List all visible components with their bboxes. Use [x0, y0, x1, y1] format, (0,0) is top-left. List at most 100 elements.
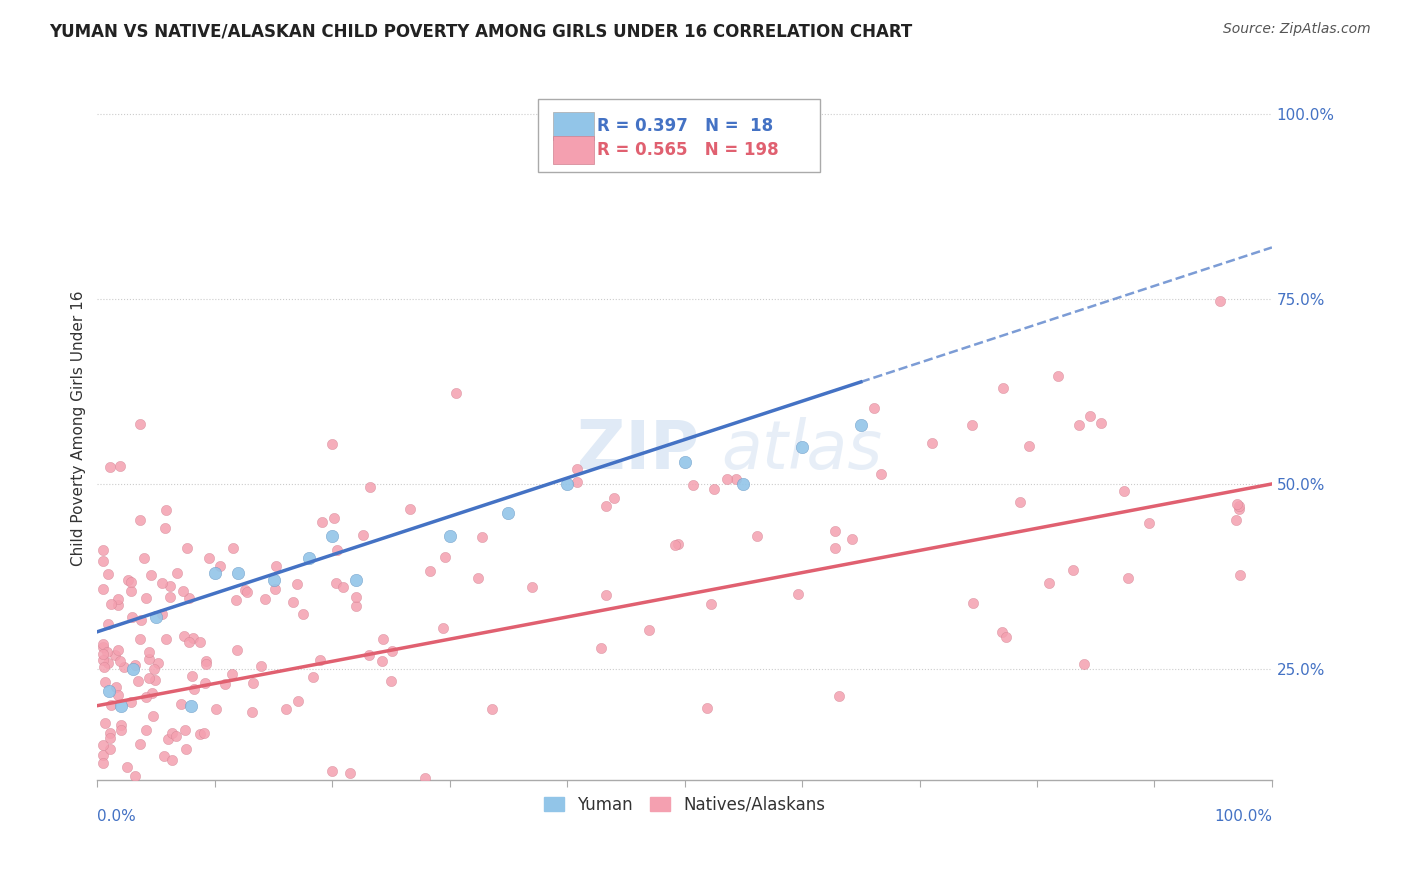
Point — [193, 726, 215, 740]
Point — [97, 566, 120, 581]
Point — [170, 697, 193, 711]
Point — [188, 727, 211, 741]
Point — [181, 631, 204, 645]
Point — [98, 684, 121, 698]
Point — [108, 809, 131, 823]
Point — [91, 582, 114, 596]
Point — [177, 635, 200, 649]
Point — [824, 524, 846, 538]
Point — [263, 573, 285, 587]
Point — [94, 674, 117, 689]
Text: R = 0.565   N = 198: R = 0.565 N = 198 — [596, 141, 778, 159]
Point — [110, 723, 132, 738]
Point — [828, 689, 851, 703]
Point — [1062, 563, 1084, 577]
Point — [1018, 439, 1040, 453]
Point — [991, 624, 1014, 639]
Point — [1227, 500, 1250, 514]
Point — [444, 386, 467, 401]
Point — [107, 688, 129, 702]
Point — [96, 798, 118, 813]
Text: 0.0%: 0.0% — [97, 809, 136, 824]
Point — [226, 643, 249, 657]
Point — [145, 793, 167, 807]
Point — [115, 760, 138, 774]
Point — [103, 648, 125, 663]
Point — [664, 538, 686, 552]
Point — [240, 705, 263, 719]
Point — [274, 702, 297, 716]
Point — [141, 686, 163, 700]
Point — [221, 666, 243, 681]
Point — [1112, 484, 1135, 499]
Point — [1067, 417, 1090, 432]
Point — [359, 648, 381, 662]
Point — [174, 723, 197, 738]
Point — [181, 669, 204, 683]
Point — [323, 511, 346, 525]
Point — [849, 417, 872, 432]
Point — [124, 769, 146, 783]
Point — [176, 541, 198, 555]
Point — [121, 610, 143, 624]
Point — [302, 670, 325, 684]
Point — [120, 575, 142, 590]
Point — [108, 654, 131, 668]
Point — [214, 677, 236, 691]
Point — [236, 585, 259, 599]
Point — [91, 738, 114, 752]
Point — [129, 797, 152, 812]
Point — [264, 582, 287, 596]
Point — [321, 764, 343, 778]
Point — [221, 541, 243, 555]
Point — [135, 723, 157, 738]
Point — [160, 753, 183, 767]
Point — [121, 695, 143, 709]
Point — [439, 529, 461, 543]
Point — [91, 756, 114, 771]
Point — [321, 436, 343, 450]
FancyBboxPatch shape — [553, 112, 595, 140]
Point — [100, 809, 122, 823]
Point — [194, 675, 217, 690]
Point — [298, 550, 321, 565]
Point — [1078, 409, 1101, 424]
Point — [962, 596, 984, 610]
Text: 100.0%: 100.0% — [1213, 809, 1272, 824]
Point — [960, 418, 983, 433]
Point — [233, 583, 256, 598]
Point — [555, 477, 578, 491]
Point — [381, 644, 404, 658]
Point — [1073, 657, 1095, 671]
Point — [139, 568, 162, 582]
Point — [108, 459, 131, 474]
Point — [1116, 571, 1139, 585]
Point — [97, 616, 120, 631]
Point — [160, 725, 183, 739]
Point — [1226, 497, 1249, 511]
Point — [498, 507, 520, 521]
Point — [145, 610, 167, 624]
Point — [344, 590, 367, 604]
Point — [150, 576, 173, 591]
Point — [115, 809, 138, 823]
Point — [91, 637, 114, 651]
Point — [159, 590, 181, 604]
Point — [166, 729, 188, 743]
Point — [98, 459, 121, 474]
Point — [150, 607, 173, 621]
Point — [142, 709, 165, 723]
Point — [733, 477, 755, 491]
FancyBboxPatch shape — [553, 136, 595, 164]
Point — [786, 587, 808, 601]
Point — [326, 543, 349, 558]
Point — [132, 550, 155, 565]
Point — [138, 652, 160, 666]
Point — [991, 381, 1014, 395]
Point — [120, 583, 142, 598]
Point — [471, 530, 494, 544]
Point — [157, 732, 180, 747]
Point — [637, 624, 659, 638]
Point — [155, 521, 177, 535]
Point — [135, 690, 157, 704]
